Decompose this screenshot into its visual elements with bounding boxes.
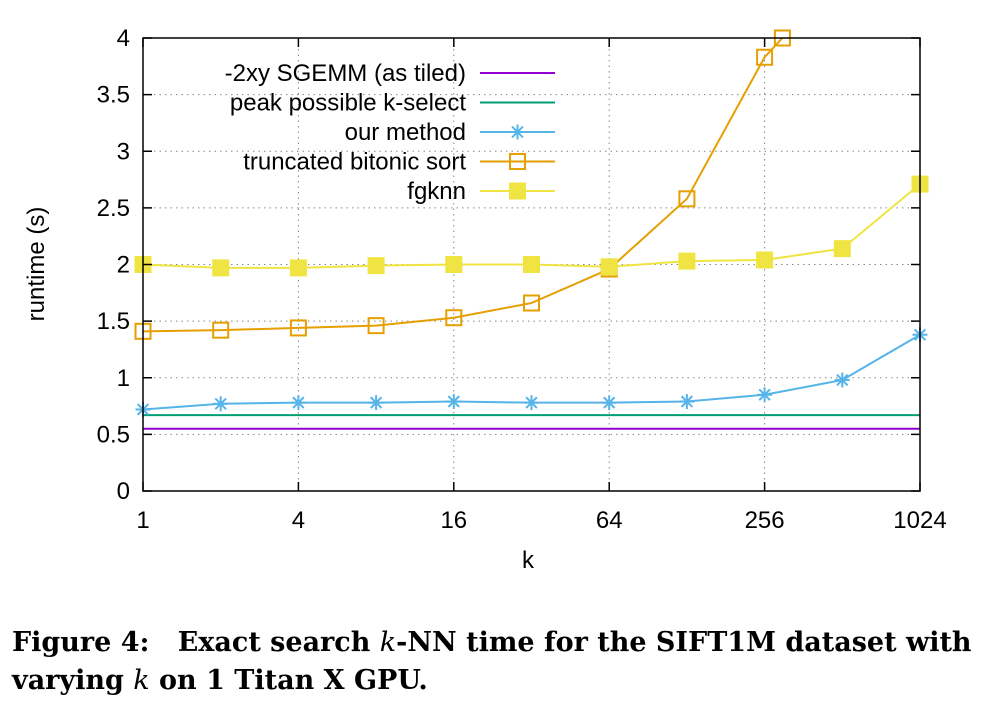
legend-label: fgknn (407, 178, 466, 205)
data-point (756, 251, 774, 269)
legend-marker (510, 124, 525, 140)
data-point (678, 190, 696, 208)
x-tick-label: 64 (596, 507, 623, 534)
data-point (289, 319, 307, 337)
caption-text-1: Exact search (177, 627, 380, 658)
x-tick-label: 1 (136, 507, 149, 534)
data-point (212, 321, 230, 339)
legend-marker (509, 153, 526, 170)
y-tick-label: 0 (117, 478, 130, 505)
marker-layer (134, 29, 929, 417)
legend: -2xy SGEMM (as tiled) peak possible k-sel… (225, 60, 555, 205)
legend-marker (509, 182, 526, 200)
y-axis-label: runtime (s) (23, 207, 50, 322)
x-tick-label: 1024 (893, 507, 946, 534)
x-tick-label: 16 (440, 507, 467, 534)
data-point (833, 240, 851, 258)
data-point (679, 394, 695, 410)
series-line (143, 38, 784, 333)
series-line (143, 183, 920, 269)
caption-prefix: Figure 4: (12, 627, 150, 658)
data-point (523, 256, 540, 273)
y-tick-label: 4 (117, 25, 130, 52)
data-point (289, 259, 307, 277)
data-point (445, 309, 463, 327)
data-point (446, 394, 462, 410)
data-point (600, 258, 618, 276)
caption-text-2: -NN time for the SIFT1M dataset with var… (12, 627, 972, 696)
y-tick-label: 1.5 (97, 308, 130, 335)
y-tick-label: 3.5 (97, 82, 130, 109)
legend-label: peak possible k-select (230, 90, 466, 117)
data-point (756, 48, 774, 66)
x-tick-label: 256 (745, 507, 785, 534)
data-point (445, 256, 463, 273)
y-tick-label: 2 (117, 252, 130, 279)
figure-caption: Figure 4: Exact search k-NN time for the… (12, 624, 972, 700)
data-point (367, 317, 385, 335)
x-axis-label: k (522, 547, 535, 574)
data-point (290, 395, 306, 411)
data-point (368, 395, 384, 411)
legend-label: truncated bitonic sort (243, 149, 466, 176)
data-point (213, 396, 229, 412)
y-tick-label: 3 (117, 138, 130, 165)
y-tick-label: 0.5 (97, 421, 130, 448)
ticks: 0 0.5 1 1.5 2 2.5 3 3.5 4 1 4 16 64 256 1024 (97, 25, 947, 534)
runtime-chart: 0 0.5 1 1.5 2 2.5 3 3.5 4 1 4 16 64 256 1024 k runtime… (23, 25, 947, 574)
data-point (601, 395, 617, 411)
legend-label: our method (345, 119, 466, 146)
caption-var-k2: k (133, 665, 150, 696)
data-point (757, 387, 773, 403)
data-point (834, 372, 850, 388)
legend-label: -2xy SGEMM (as tiled) (225, 60, 466, 87)
y-tick-label: 1 (117, 365, 130, 392)
data-point (367, 257, 385, 275)
data-point (523, 294, 540, 312)
caption-var-k1: k (379, 627, 397, 658)
data-point (678, 252, 696, 270)
x-tick-label: 4 (292, 507, 305, 534)
y-tick-label: 2.5 (97, 195, 130, 222)
data-point (524, 395, 539, 411)
data-point (212, 259, 230, 277)
caption-text-3: on 1 Titan X GPU. (149, 665, 428, 696)
